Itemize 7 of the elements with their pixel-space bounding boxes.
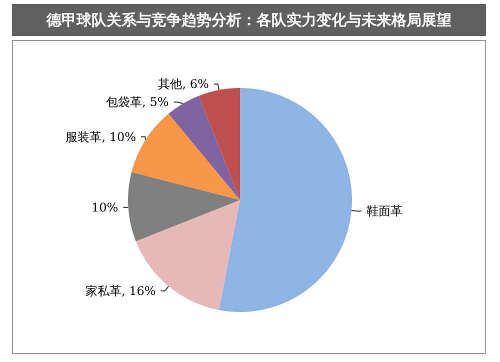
data-label: 10% [92, 200, 118, 214]
slice-label: 鞋面革 [366, 204, 402, 218]
slice-label: 服装革, 10% [66, 130, 136, 144]
chart-title: 德甲球队关系与竞争趋势分析：各队实力变化与未来格局展望 [12, 4, 486, 36]
slice-label: 包袋革, 5% [106, 95, 169, 110]
slice-label: 其他, 6% [158, 77, 209, 92]
slice-label: 家私革, 16% [85, 284, 156, 298]
